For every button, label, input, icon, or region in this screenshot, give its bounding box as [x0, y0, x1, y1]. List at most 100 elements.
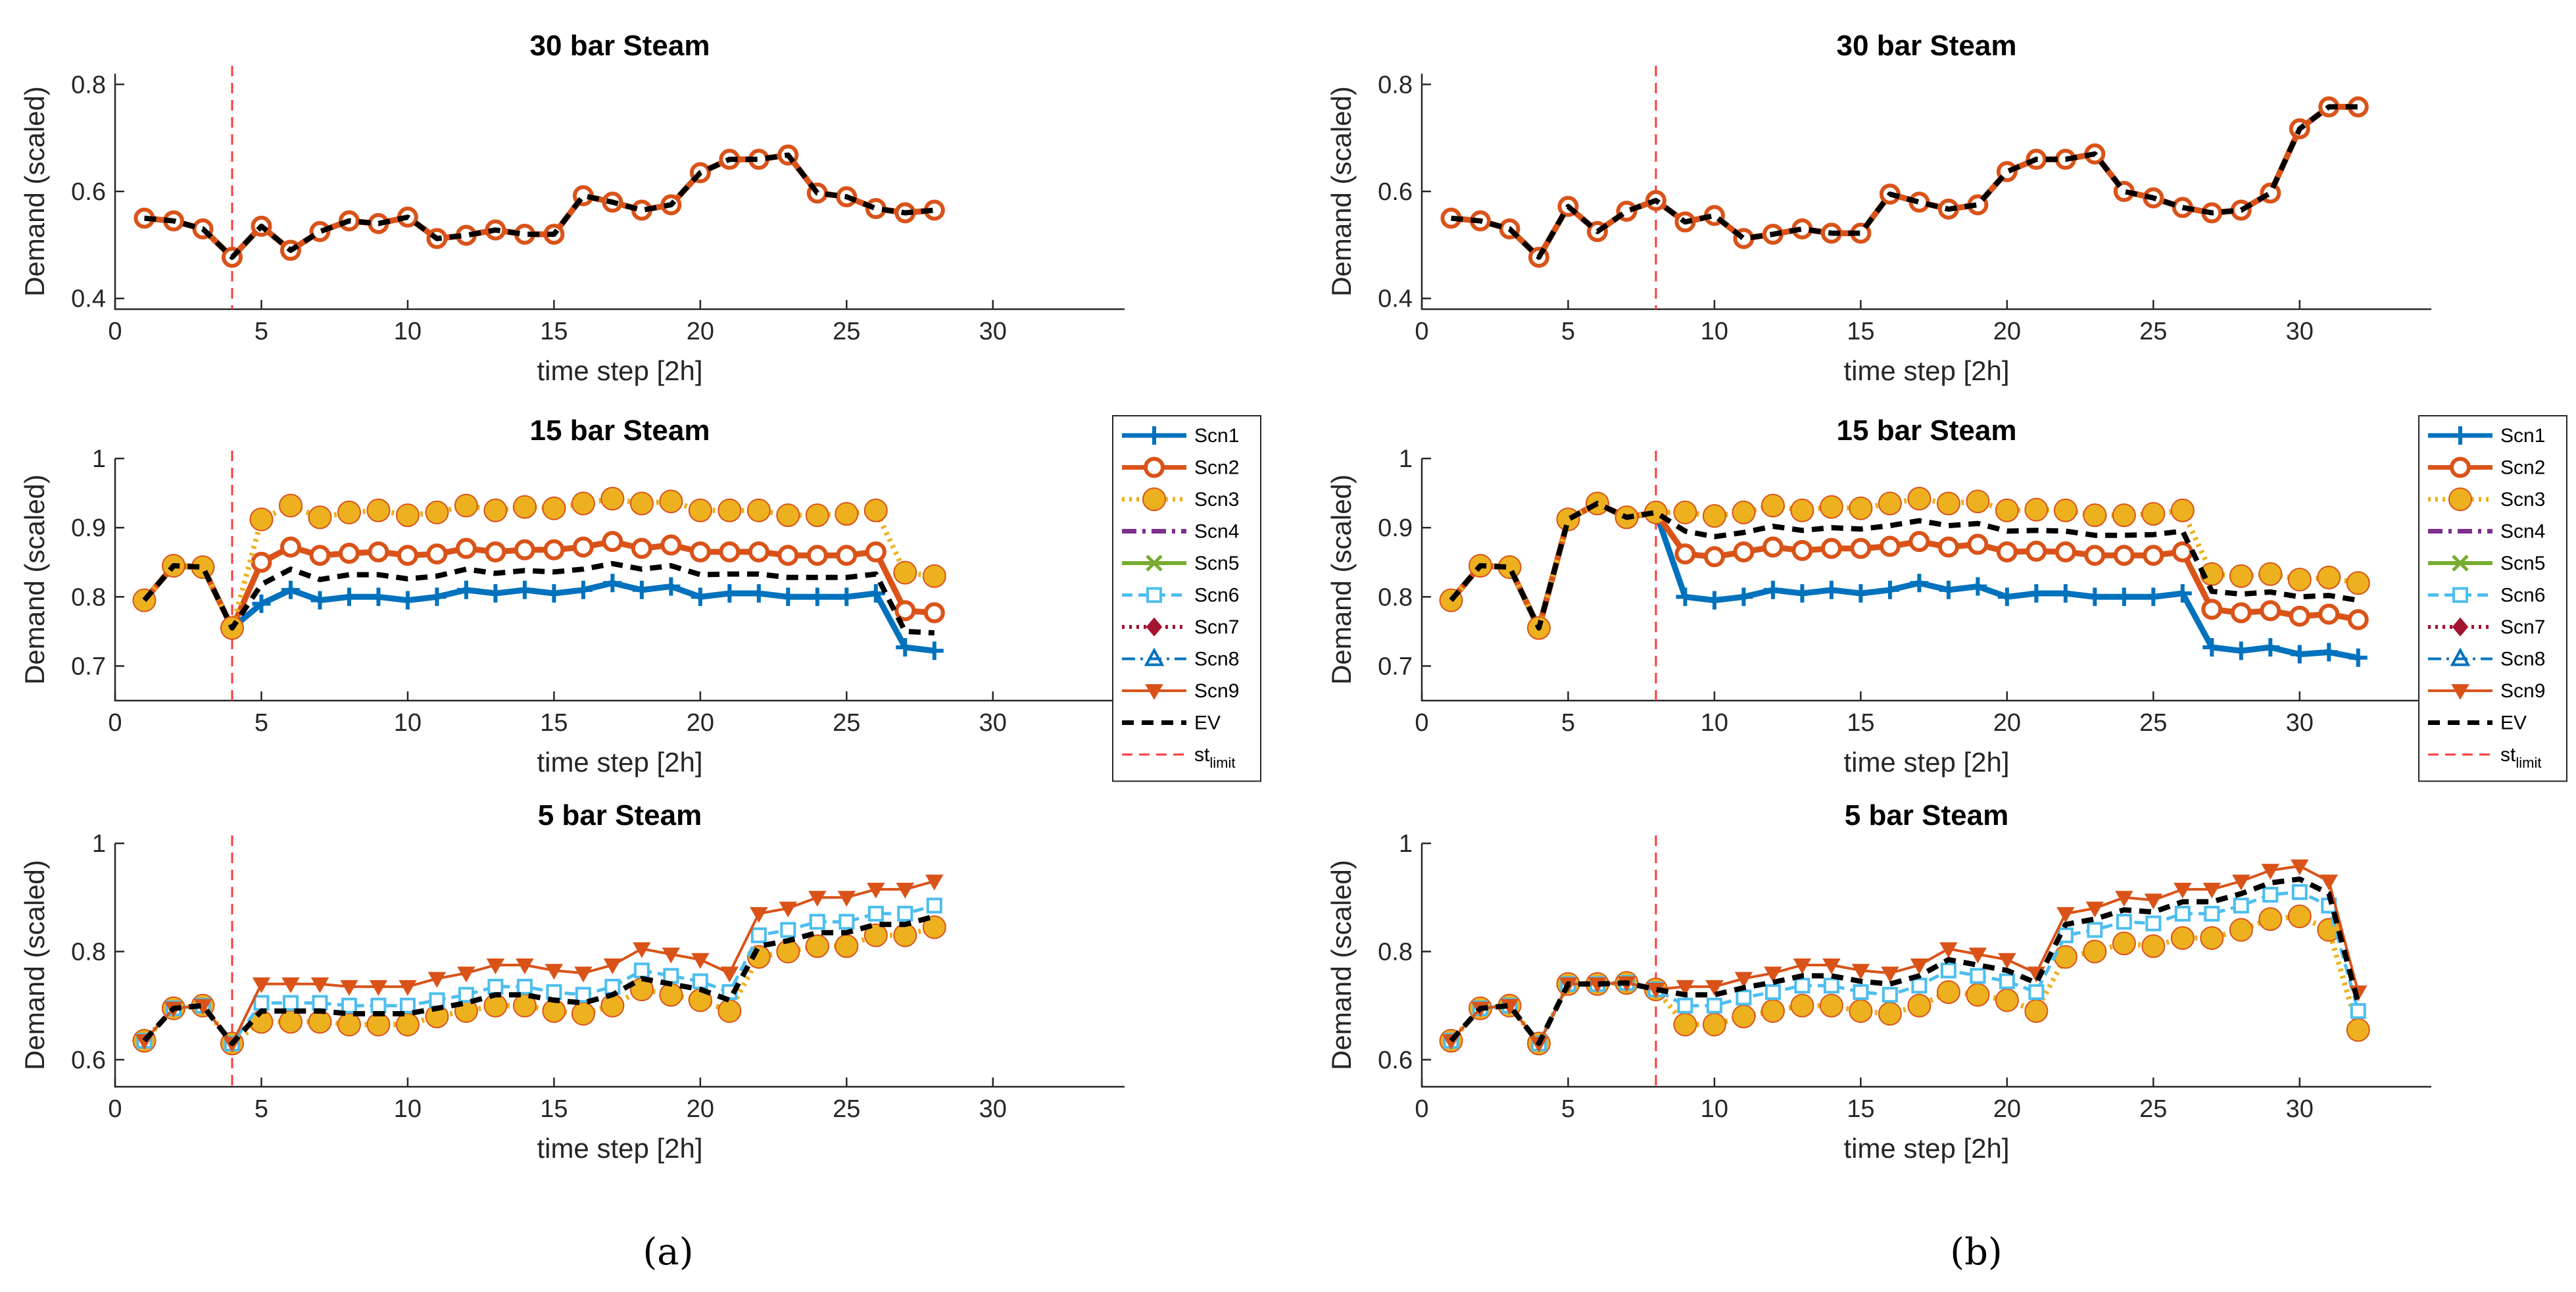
- legend-a: Scn1Scn2Scn3Scn4Scn5Scn6Scn7Scn8Scn9EVst…: [1112, 415, 1261, 782]
- data-point-scn3: [2083, 939, 2107, 964]
- data-point-scn6: [1970, 968, 1986, 984]
- data-point-scn2: [2172, 541, 2193, 562]
- chart-a-5bar: 0 5 10 15 20 25 30 0.6 0.8 1 5 bar Steam time step …: [19, 799, 1125, 1164]
- data-point-scn9: [1881, 966, 1899, 983]
- data-point-scn9: [2174, 882, 2192, 899]
- data-point-scn9: [399, 980, 417, 996]
- legend-label: Scn6: [2500, 585, 2545, 607]
- data-point-scn2: [836, 545, 858, 566]
- data-point-scn3: [1995, 498, 2019, 522]
- data-point-scn1: [2261, 638, 2280, 657]
- data-point-scn1: [545, 584, 564, 603]
- data-point-scn3: [1732, 501, 1756, 525]
- data-point-scn6: [809, 914, 825, 930]
- data-point-scn3: [2200, 926, 2224, 950]
- data-point-scn6: [867, 905, 884, 922]
- data-point-scn9: [2202, 882, 2222, 899]
- data-point-scn1: [339, 587, 358, 607]
- y-tick-label: 0.8: [1378, 71, 1413, 99]
- x-tick-label: 20: [1993, 709, 2021, 737]
- data-point-scn1: [2348, 648, 2368, 667]
- data-point-scn3: [2112, 503, 2136, 528]
- data-point-scn3: [425, 501, 449, 525]
- data-point-scn9: [633, 942, 651, 958]
- series-line-ev: [144, 152, 935, 261]
- data-point-scn3: [1878, 1002, 1902, 1026]
- data-point-scn3: [2287, 905, 2312, 928]
- data-point-scn1: [427, 587, 447, 607]
- data-point-scn3: [2053, 498, 2078, 522]
- data-point-scn2: [2260, 600, 2281, 622]
- data-point-scn3: [2170, 498, 2195, 522]
- data-point-scn1: [281, 580, 300, 599]
- data-point-scn6: [516, 978, 533, 995]
- data-point-scn3: [1790, 498, 1814, 522]
- series-line-ev: [142, 560, 935, 635]
- data-point-scn2: [485, 541, 506, 562]
- x-tick-label: 15: [1847, 709, 1874, 737]
- data-point-scn6: [1853, 984, 1869, 1001]
- chart-a-15bar: 0 5 10 15 20 25 30 0.7 0.8 0.9 1 15 bar Steam time s…: [19, 414, 1125, 778]
- data-point-scn2: [426, 543, 448, 565]
- legend-marker: [1146, 587, 1162, 603]
- data-point-scn3: [922, 564, 946, 588]
- data-point-scn6: [692, 973, 708, 989]
- data-point-scn3: [542, 999, 566, 1023]
- x-tick-label: 25: [2139, 709, 2167, 737]
- x-tick-label: 5: [1561, 1095, 1575, 1123]
- data-point-scn1: [369, 587, 388, 607]
- data-point-scn3: [1702, 1012, 1726, 1037]
- data-point-scn9: [779, 901, 798, 918]
- data-point-scn6: [2087, 922, 2103, 938]
- chart-title: 5 bar Steam: [1845, 799, 2008, 832]
- data-point-scn2: [660, 534, 682, 556]
- data-point-scn2: [1820, 537, 1842, 559]
- data-point-scn2: [572, 536, 594, 558]
- x-tick-label: 10: [394, 1095, 422, 1123]
- data-point-scn3: [2258, 907, 2283, 932]
- data-point-scn6: [2174, 905, 2191, 922]
- data-point-scn2: [397, 545, 418, 566]
- data-point-scn3: [1995, 988, 2019, 1012]
- series-line-scn6: [143, 904, 935, 1045]
- series-line-scn9: [143, 880, 935, 1045]
- data-point-scn9: [340, 980, 358, 996]
- data-point-scn9: [1734, 972, 1753, 988]
- x-tick-label: 15: [540, 318, 568, 345]
- data-point-scn9: [2232, 874, 2250, 891]
- data-point-scn9: [603, 958, 622, 975]
- data-point-scn1: [1705, 591, 1724, 610]
- data-point-scn6: [2350, 1003, 2366, 1019]
- legend-item: Scn6: [1122, 585, 1239, 607]
- data-point-scn3: [1702, 504, 1726, 528]
- data-point-scn1: [720, 584, 739, 603]
- y-tick-label: 0.4: [71, 286, 106, 313]
- x-axis-label: time step [2h]: [1843, 355, 2009, 386]
- data-point-scn1: [1939, 580, 1958, 599]
- data-point-scn6: [282, 995, 299, 1011]
- series-line-ev: [1449, 876, 2361, 1047]
- chart-a-30bar: 0 5 10 15 20 25 30 0.4 0.6 0.8 30 bar Steam time st…: [19, 30, 1125, 386]
- series-line-scn1: [142, 562, 935, 654]
- data-point-scn9: [837, 891, 856, 907]
- data-point-scn2: [338, 543, 360, 564]
- data-point-scn9: [1705, 980, 1724, 996]
- data-point-scn6: [2262, 887, 2279, 903]
- x-axis-label: time step [2h]: [537, 747, 702, 778]
- y-tick-label: 0.9: [1378, 514, 1413, 542]
- legend-item: EV: [1122, 712, 1221, 734]
- legend-marker: [1142, 487, 1166, 511]
- data-point-scn2: [923, 602, 945, 624]
- legend-marker: [2448, 487, 2472, 511]
- data-point-scn1: [691, 587, 710, 607]
- data-point-scn9: [1764, 966, 1782, 983]
- data-point-scn3: [2024, 999, 2049, 1023]
- data-point-scn2: [1703, 546, 1725, 568]
- data-point-scn2: [279, 536, 301, 558]
- data-point-scn3: [1819, 993, 1843, 1018]
- legend-box: [1112, 415, 1261, 782]
- x-tick-label: 30: [2286, 709, 2314, 737]
- data-point-scn9: [486, 958, 505, 975]
- data-point-scn3: [512, 495, 537, 519]
